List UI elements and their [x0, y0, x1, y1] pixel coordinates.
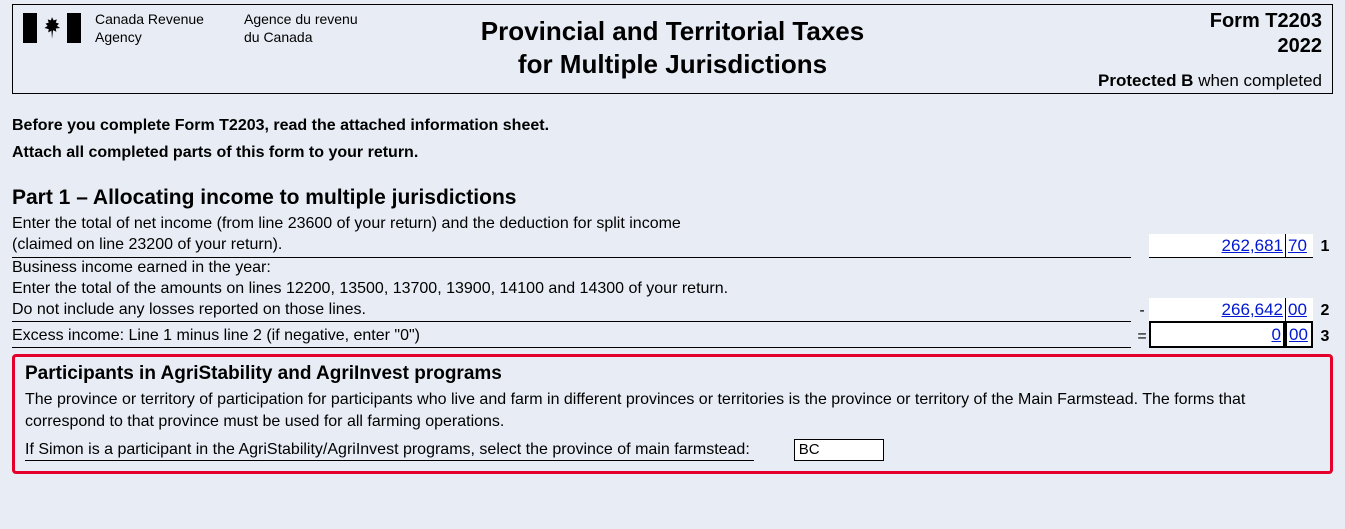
protected-label: Protected B when completed	[1098, 71, 1322, 91]
line-2-dollars[interactable]: 266,642	[1149, 298, 1285, 322]
line-3-number: 3	[1313, 328, 1333, 348]
agri-callout-title: Participants in AgriStability and AgriIn…	[25, 363, 1320, 385]
instruction-line-2: Attach all completed parts of this form …	[12, 139, 1333, 166]
agency-name-en-2: Agency	[95, 29, 204, 47]
line-1-row: Enter the total of net income (from line…	[12, 214, 1333, 258]
agency-name-en-1: Canada Revenue	[95, 11, 204, 29]
agri-select-row: If Simon is a participant in the AgriSta…	[25, 439, 1320, 461]
agency-names: Canada Revenue Agency Agence du revenu d…	[95, 11, 358, 46]
line-3-op: =	[1135, 328, 1149, 348]
maple-leaf-icon	[39, 13, 65, 43]
agri-callout: Participants in AgriStability and AgriIn…	[12, 354, 1333, 473]
line-3-row: Excess income: Line 1 minus line 2 (if n…	[12, 322, 1333, 348]
province-select[interactable]: BC	[794, 439, 884, 461]
line-1-cents[interactable]: 70	[1285, 234, 1313, 258]
instruction-line-1: Before you complete Form T2203, read the…	[12, 112, 1333, 139]
agri-select-label: If Simon is a participant in the AgriSta…	[25, 441, 754, 461]
line-2-text-a: Business income earned in the year:	[12, 258, 1131, 279]
line-1-text-b: (claimed on line 23200 of your return).	[12, 235, 1131, 256]
page: Canada Revenue Agency Agence du revenu d…	[0, 0, 1345, 486]
protected-rest: when completed	[1193, 71, 1322, 90]
line-2-text-c: Do not include any losses reported on th…	[12, 300, 1131, 321]
line-2-cents[interactable]: 00	[1285, 298, 1313, 322]
line-3-dollars[interactable]: 0	[1149, 321, 1285, 348]
line-1-dollars[interactable]: 262,681	[1149, 234, 1285, 258]
line-2-text-b: Enter the total of the amounts on lines …	[12, 279, 1131, 300]
canada-flag-icon	[23, 11, 81, 43]
line-3-cents[interactable]: 00	[1285, 321, 1313, 348]
line-2-op: -	[1135, 302, 1149, 322]
part1-lines: Enter the total of net income (from line…	[12, 214, 1333, 348]
line-2-row: Business income earned in the year: Ente…	[12, 258, 1333, 322]
line-1-text: Enter the total of net income (from line…	[12, 214, 1131, 258]
part1-title: Part 1 – Allocating income to multiple j…	[12, 186, 1333, 210]
form-header: Canada Revenue Agency Agence du revenu d…	[12, 4, 1333, 94]
agri-callout-body: The province or territory of participati…	[25, 389, 1320, 432]
line-2-text: Business income earned in the year: Ente…	[12, 258, 1131, 322]
line-3-text: Excess income: Line 1 minus line 2 (if n…	[12, 326, 1131, 349]
protected-bold: Protected B	[1098, 71, 1193, 90]
instructions: Before you complete Form T2203, read the…	[12, 112, 1333, 166]
line-1-text-a: Enter the total of net income (from line…	[12, 214, 1131, 235]
line-1-number: 1	[1313, 238, 1333, 258]
agency-name-fr-2: du Canada	[244, 29, 358, 47]
agency-name-fr-1: Agence du revenu	[244, 11, 358, 29]
line-2-number: 2	[1313, 302, 1333, 322]
form-year: 2022	[1210, 34, 1322, 59]
form-number: Form T2203	[1210, 9, 1322, 34]
agency-logo-block: Canada Revenue Agency Agence du revenu d…	[23, 11, 358, 46]
form-id-block: Form T2203 2022	[1210, 9, 1322, 59]
